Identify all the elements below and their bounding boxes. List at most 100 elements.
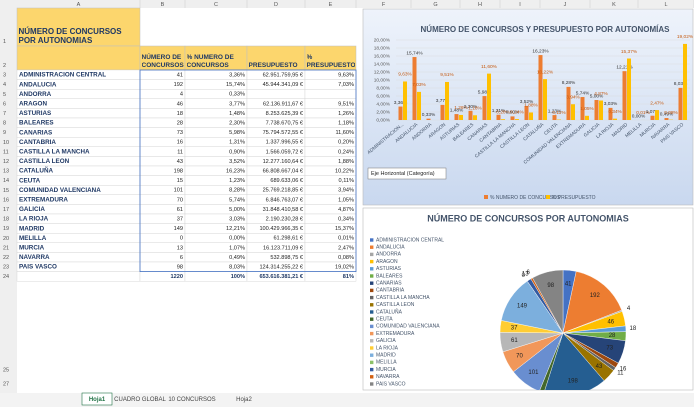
- legend-swatch: [370, 331, 374, 336]
- row-number: 27: [3, 382, 9, 388]
- pie-label: 70: [516, 353, 523, 359]
- cell-text: 9,63%: [338, 72, 354, 78]
- bar: [580, 97, 585, 120]
- row-number: 17: [3, 207, 9, 213]
- bar: [529, 112, 533, 120]
- data-label: 5,00%: [590, 93, 604, 99]
- cell-text: MADRID: [19, 225, 45, 232]
- cell-text: 1,23%: [229, 178, 245, 184]
- cell-text: 149: [174, 226, 183, 232]
- y-tick-label: 18,00%: [374, 45, 391, 51]
- cell-text: 45.944.341,09 €: [263, 82, 304, 88]
- cell-text: 100.429.966,35 €: [259, 226, 303, 232]
- sheet-tab-label[interactable]: CUADRO GLOBAL: [114, 397, 166, 403]
- cell-text: 13: [177, 245, 183, 251]
- cell-text: 100%: [231, 274, 245, 280]
- data-label: 0,24%: [510, 109, 524, 115]
- data-label: 9,63%: [398, 72, 412, 78]
- data-label: 5,98%: [478, 89, 492, 95]
- cell-text: 3,94%: [338, 188, 354, 194]
- column-header: NÚMERO DE CONCURSOS: [142, 54, 184, 69]
- column-header-bg: [184, 45, 248, 71]
- legend-label: GALICIA: [376, 338, 396, 344]
- sheet-tab[interactable]: [220, 393, 268, 405]
- column-header-strip: [0, 0, 694, 8]
- row-number: 25: [3, 368, 9, 374]
- column-letter: E: [329, 2, 333, 8]
- column-letter: G: [433, 2, 437, 8]
- sheet-tab[interactable]: [81, 392, 113, 406]
- bar-chart-title: NÚMERO DE CONCURSOS Y PRESUPUESTO POR AU…: [421, 25, 671, 34]
- legend-label: MURCIA: [376, 367, 396, 373]
- column-header-bg: [139, 45, 186, 71]
- legend-swatch: [370, 346, 374, 350]
- cell-text: 1,18%: [338, 120, 354, 126]
- cell-text: 3,77%: [229, 101, 245, 107]
- bar: [571, 104, 575, 120]
- legend-swatch: [546, 195, 550, 199]
- pie-label: 41: [565, 282, 572, 288]
- bar: [655, 110, 659, 120]
- cell-text: 41: [177, 72, 183, 78]
- cell-text: 532.898,75 €: [270, 255, 304, 261]
- selection-border: [139, 69, 357, 273]
- cell-text: 0,33%: [229, 92, 245, 98]
- bar: [585, 115, 589, 120]
- pie-label: 37: [511, 325, 518, 331]
- bar: [417, 91, 421, 120]
- data-label: 1,48%: [450, 107, 464, 113]
- legend-swatch: [370, 382, 374, 386]
- pie-label: 13: [522, 272, 529, 278]
- pie-label: 18: [629, 326, 636, 332]
- sheet-tab-label[interactable]: Hoja2: [236, 397, 252, 403]
- cell-text: 15,74%: [226, 82, 245, 88]
- data-label: 1,88%: [524, 103, 538, 109]
- cell-text: 1,07%: [229, 245, 245, 251]
- bar: [566, 86, 571, 120]
- y-tick-label: 10,00%: [374, 77, 391, 83]
- sheet-tab-label[interactable]: 10 CONCURSOS: [168, 397, 215, 403]
- pie-label: 149: [517, 303, 528, 309]
- cell-text: 8.253.625,39 €: [266, 111, 304, 117]
- legend-swatch: [370, 295, 374, 300]
- sheet-tab[interactable]: [116, 393, 164, 405]
- cell-text: 25.769.218,85 €: [263, 188, 304, 194]
- column-header-bg: [246, 45, 306, 71]
- column-header: % PRESUPUESTO: [307, 54, 355, 69]
- sheet-tab-label[interactable]: Hoja1: [89, 397, 106, 403]
- bar: [482, 96, 487, 120]
- cell-text: 0,49%: [229, 255, 245, 261]
- cell: [304, 88, 357, 99]
- cell-text: 8,28%: [229, 188, 245, 194]
- bar: [501, 119, 505, 120]
- cell-text: 7.738.670,75 €: [266, 120, 304, 126]
- cell-text: 5,74%: [229, 197, 245, 203]
- row-number: 24: [3, 274, 9, 280]
- legend-label: CATALUÑA: [376, 308, 403, 315]
- row-number: 4: [3, 82, 6, 88]
- pie-label: 0: [522, 273, 526, 279]
- cell-text: 12,21%: [226, 226, 245, 232]
- data-label: 1,23%: [548, 108, 562, 114]
- cell-text: 101: [174, 188, 183, 194]
- bar: [608, 107, 613, 120]
- row-number: 13: [3, 169, 9, 175]
- pie-slice: [544, 332, 605, 390]
- data-label: 11,60%: [481, 64, 498, 70]
- cell-text: 0,24%: [338, 149, 354, 155]
- pie-label: 16: [620, 367, 627, 373]
- column-header-bg: [304, 45, 357, 71]
- data-label: 5,74%: [576, 90, 590, 96]
- legend-swatch: [370, 245, 374, 249]
- data-label: 19,02%: [677, 34, 694, 40]
- legend-label: EXTREMADURA: [376, 331, 415, 337]
- column-letter: I: [519, 2, 521, 8]
- legend-label: PAIS VASCO: [376, 381, 406, 387]
- data-label: 8,28%: [562, 80, 576, 86]
- cell-text: 0,00%: [229, 236, 245, 242]
- cell-text: 19,02%: [335, 264, 354, 270]
- cell-text: 1,88%: [338, 159, 354, 165]
- sheet-tab[interactable]: [168, 393, 216, 405]
- cell-text: 192: [174, 82, 183, 88]
- tooltip-box: [367, 167, 447, 180]
